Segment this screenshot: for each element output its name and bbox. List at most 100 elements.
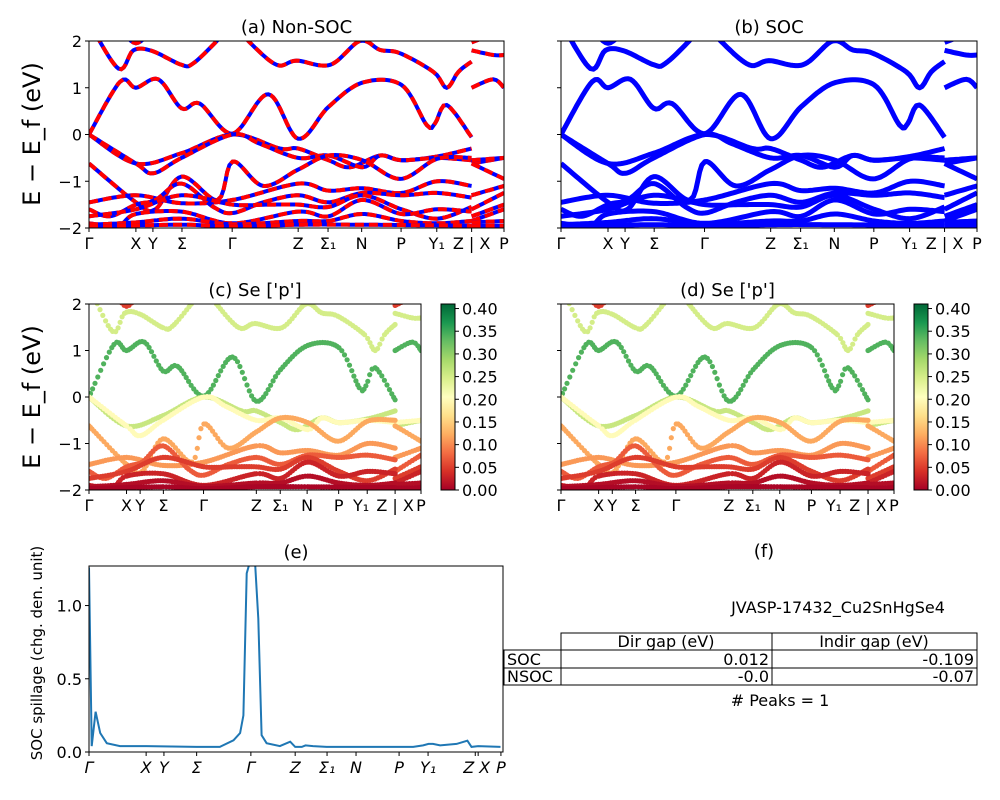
band-point: [891, 347, 894, 354]
band-line-dashed: [89, 152, 472, 214]
band-point: [865, 466, 871, 472]
band-point: [604, 297, 609, 302]
colorbar-tick-label: 0.10: [462, 436, 498, 455]
band-line-dashed: [89, 179, 472, 206]
band-point: [814, 352, 820, 358]
band-point: [576, 355, 582, 361]
band-point: [379, 373, 385, 379]
colorbar-tick-label: 0.05: [935, 458, 971, 477]
x-tick-label: P: [889, 496, 899, 515]
band-point: [94, 304, 100, 307]
band-point: [210, 382, 216, 388]
band-point: [865, 445, 871, 451]
band-line: [943, 155, 977, 163]
band-point: [683, 382, 689, 388]
band-point: [117, 297, 122, 302]
band-point: [201, 283, 206, 288]
band-point: [865, 457, 871, 463]
y-axis-label: SOC spillage (chg. den. unit): [28, 546, 46, 761]
band-point: [113, 292, 118, 297]
x-tick-label: P: [334, 496, 344, 515]
band-line: [561, 222, 946, 228]
x-tick-label: Γ: [228, 234, 237, 253]
x-tick-label: Z | X: [453, 234, 491, 253]
table-cell-value: 0.012: [723, 650, 769, 669]
band-point: [90, 290, 95, 295]
colorbar-tick-label: 0.10: [935, 436, 971, 455]
panel-a: (a) Non-SOC Γ X Y Σ Γ Z Σ₁ N P Y₁ Z | X P 2 1 0 −1 −2: [58, 17, 509, 253]
band-point: [123, 423, 130, 429]
band-point: [365, 335, 371, 342]
band-point: [194, 445, 200, 451]
band-point: [558, 283, 563, 288]
x-tick-label: Γ: [199, 496, 208, 515]
x-tick-label: Γ: [557, 496, 566, 515]
band-point: [97, 307, 103, 313]
band-line-dashed: [128, 41, 145, 46]
band-line-dashed: [470, 184, 504, 198]
band-point: [367, 372, 373, 378]
x-tick-label: Z: [293, 234, 304, 253]
band-point: [196, 435, 202, 441]
band-point: [392, 457, 398, 463]
band-point: [817, 357, 823, 363]
plot-area: [558, 283, 894, 490]
band-line-dashed: [470, 191, 504, 212]
band-point: [129, 304, 135, 306]
material-id: JVASP-17432_Cu2SnHgSe4: [730, 598, 945, 618]
band-point: [381, 377, 387, 383]
band-point: [569, 307, 575, 313]
band-line: [943, 47, 977, 58]
gap-table: [503, 632, 978, 686]
table-row-label: NSOC: [507, 667, 553, 686]
band-point: [386, 387, 393, 393]
x-tick-label: Σ₁: [745, 496, 762, 515]
band-point: [362, 332, 368, 338]
band-point: [840, 372, 846, 378]
band-point: [404, 298, 409, 303]
band-point: [86, 283, 91, 288]
band-point: [570, 367, 576, 373]
band-point: [401, 299, 406, 304]
x-tick-label: Z: [723, 496, 734, 515]
y-tick-label: −1: [58, 172, 82, 191]
band-point: [666, 294, 671, 299]
x-tick-label: X: [478, 758, 491, 777]
colorbar-tick-label: 0.00: [462, 481, 498, 500]
band-line: [943, 202, 977, 219]
colorbar-tick-label: 0.40: [462, 300, 498, 319]
x-tick-label: X: [140, 758, 153, 777]
y-tick-label: 1.0: [57, 597, 82, 616]
plot-area: [561, 41, 977, 228]
band-point: [685, 377, 691, 384]
x-tick-label: Γ: [700, 234, 709, 253]
band-line: [943, 183, 977, 198]
y-tick-label: 2: [72, 32, 82, 51]
colorbar-tick-label: 0.30: [462, 345, 498, 364]
band-point: [891, 445, 894, 451]
y-tick-label: 1: [72, 342, 82, 361]
x-tick-label: Γ: [557, 234, 566, 253]
band-point: [188, 304, 194, 307]
band-point: [365, 378, 371, 384]
band-point: [690, 368, 696, 374]
band-point: [838, 335, 844, 342]
band-point: [891, 464, 894, 470]
band-line-dashed: [89, 132, 472, 176]
band-point: [353, 378, 359, 384]
band-point: [215, 373, 221, 379]
x-tick-label: P: [807, 496, 817, 515]
band-point: [707, 359, 713, 365]
band-point: [344, 357, 350, 363]
x-tick-label: Z: [251, 496, 262, 515]
band-point: [98, 367, 104, 373]
band-point: [146, 344, 152, 351]
band-line: [599, 41, 618, 46]
band-point: [663, 298, 668, 303]
band-point: [270, 378, 276, 384]
colorbar-tick-label: 0.05: [462, 458, 498, 477]
panel-a-y-axis-label: E − E_f (eV): [18, 62, 46, 206]
band-point: [183, 374, 189, 381]
band-line: [561, 178, 946, 206]
band-point: [213, 377, 219, 384]
